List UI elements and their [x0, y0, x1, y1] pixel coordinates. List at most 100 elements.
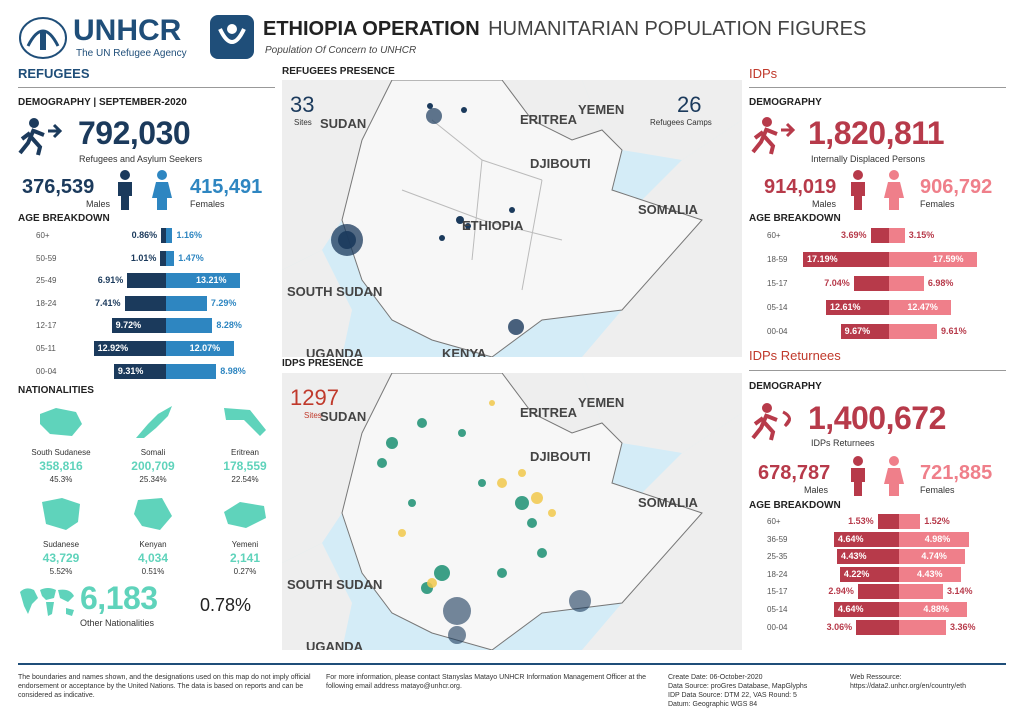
footer-source-1: Data Source: proGres Database, MapGlyphs [668, 683, 808, 690]
ret-male-bar [877, 514, 899, 529]
idp-male-bar [853, 276, 889, 291]
map-label-djibouti: DJIBOUTI [530, 156, 591, 171]
ret-female-pct: 4.88% [923, 604, 949, 614]
idp-sites-label: Sites [304, 411, 322, 420]
idp-male-pct: 12.61% [829, 302, 861, 312]
ret-age-label: 18-24 [767, 569, 788, 579]
ret-female-pct: 4.43% [917, 568, 943, 579]
ref-sites-count: 33 [290, 92, 315, 117]
ref-male-pct: 9.31% [117, 365, 144, 376]
idp-male-bar [803, 252, 889, 267]
idp-run-icon [751, 117, 796, 155]
idp-age-label: 18-59 [767, 255, 788, 264]
idp-female-bar [889, 300, 952, 315]
ref-female-bar [166, 318, 213, 334]
ret-age-label: 60+ [767, 517, 781, 526]
ret-male-pct: 3.06% [826, 621, 853, 632]
ref-age-label: 60+ [36, 231, 50, 240]
country-shape-icon [136, 406, 172, 438]
idp-label-sudan: SUDAN [320, 409, 367, 424]
ret-female-bar [899, 514, 921, 529]
nationality-name: Eritrean [230, 448, 259, 457]
nationality-item: Sudanese 43,729 5.52% [18, 494, 104, 584]
idp-female-pct: 17.59% [932, 254, 964, 264]
nationality-pct: 25.34% [139, 475, 167, 484]
ref-age-label: 25-49 [36, 276, 57, 286]
idp-female-pct: 6.98% [927, 278, 954, 288]
country-shape-icon [224, 502, 266, 528]
nationality-pct: 45.3% [49, 475, 73, 484]
map-label-sudan: SUDAN [320, 116, 367, 131]
idp-age-label: 00-04 [767, 327, 788, 336]
idp-label-yemen: YEMEN [578, 395, 625, 410]
refugees-females: 415,491 [190, 176, 263, 198]
ref-female-pct: 1.16% [176, 230, 203, 240]
ref-male-pct: 12.92% [97, 343, 129, 353]
returnee-run-icon [751, 403, 791, 441]
footer-create-date: Create Date: 06-October-2020 [668, 674, 763, 681]
ret-male-pct: 4.64% [838, 604, 864, 614]
ref-female-pct: 1.47% [178, 252, 204, 263]
ret-female-pct: 4.98% [924, 533, 951, 544]
idps-demography-title: DEMOGRAPHY [749, 97, 822, 108]
returnees-males-label: Males [804, 485, 829, 495]
map-label-somalia: SOMALIA [638, 202, 698, 217]
refugees-males: 376,539 [22, 176, 95, 198]
nationality-name: South Sudanese [31, 448, 91, 457]
idps-age-title: AGE BREAKDOWN [749, 213, 841, 224]
unhcr-emblem-icon [19, 17, 67, 59]
nationality-name: Yemeni [231, 540, 259, 549]
unhcr-logo: UNHCR The UN Refugee Agency [18, 14, 198, 64]
male-icon [118, 170, 132, 210]
footer-web-link[interactable]: https://data2.unhcr.org/en/country/eth [850, 683, 966, 690]
ret-male-pct: 4.43% [840, 551, 867, 562]
ref-female-bar [166, 250, 175, 266]
map-label-kenya: KENYA [442, 346, 487, 357]
idp-male-pct: 3.69% [841, 230, 867, 240]
ret-male-bar [856, 619, 899, 635]
ref-male-bar [161, 228, 166, 243]
ref-female-bar [166, 341, 234, 356]
ref-male-pct: 7.41% [94, 297, 121, 308]
refugees-section-title: REFUGEES [18, 66, 90, 81]
idp-label-south-sudan: SOUTH SUDAN [287, 577, 383, 592]
ref-female-bar [166, 363, 217, 379]
ret-female-bar [899, 619, 947, 635]
idps-total-label: Internally Displaced Persons [811, 154, 926, 164]
idps-map[interactable]: 1297 Sites SUDAN ERITREA YEMEN DJIBOUTI … [282, 373, 742, 650]
ref-female-bar [166, 295, 207, 311]
map-label-ethiopia: ETHIOPIA [462, 218, 524, 233]
nationalities-grid: South Sudanese 358,816 45.3% Somali 200,709 2… [18, 402, 275, 582]
refugees-map-graphic [282, 80, 742, 357]
ret-age-label: 00-04 [767, 622, 788, 632]
ret-age-label: 15-17 [767, 587, 788, 597]
ref-female-pct: 8.28% [216, 320, 242, 331]
ret-male-bar [834, 531, 899, 547]
idp-female-pct: 9.61% [941, 326, 967, 336]
ref-male-bar [113, 363, 166, 379]
refugees-map[interactable]: 33 Sites 26 Refugees Camps SUDAN ERITREA… [282, 80, 742, 357]
ret-female-bar [899, 566, 962, 582]
idp-female-icon [884, 170, 904, 210]
idps-map-graphic [282, 373, 742, 650]
returnee-male-icon [851, 456, 865, 496]
footer-source-2: IDP Data Source: DTM 22, VAS Round: 5 [668, 692, 797, 699]
refugees-total-label: Refugees and Asylum Seekers [79, 154, 203, 164]
refugees-age-title: AGE BREAKDOWN [18, 213, 110, 224]
map-label-uganda: UGANDA [306, 346, 364, 357]
refugees-presence-title: REFUGEES PRESENCE [282, 66, 395, 77]
idp-sites-count: 1297 [290, 385, 339, 410]
footer-meta: Create Date: 06-October-2020 Data Source… [668, 673, 843, 709]
returnees-demography-title: DEMOGRAPHY [749, 381, 822, 392]
idp-male-bar [870, 228, 889, 243]
ref-female-pct: 7.29% [210, 297, 237, 308]
ret-female-bar [899, 531, 969, 547]
ret-female-pct: 4.74% [921, 551, 947, 562]
idp-age-label: 15-17 [767, 279, 788, 288]
map-label-south-sudan: SOUTH SUDAN [287, 284, 383, 299]
ret-female-bar [899, 602, 968, 617]
nationality-value: 358,816 [39, 459, 83, 473]
idp-female-pct: 12.47% [907, 302, 938, 312]
ret-male-bar [836, 549, 899, 565]
ret-male-pct: 1.53% [848, 516, 874, 526]
